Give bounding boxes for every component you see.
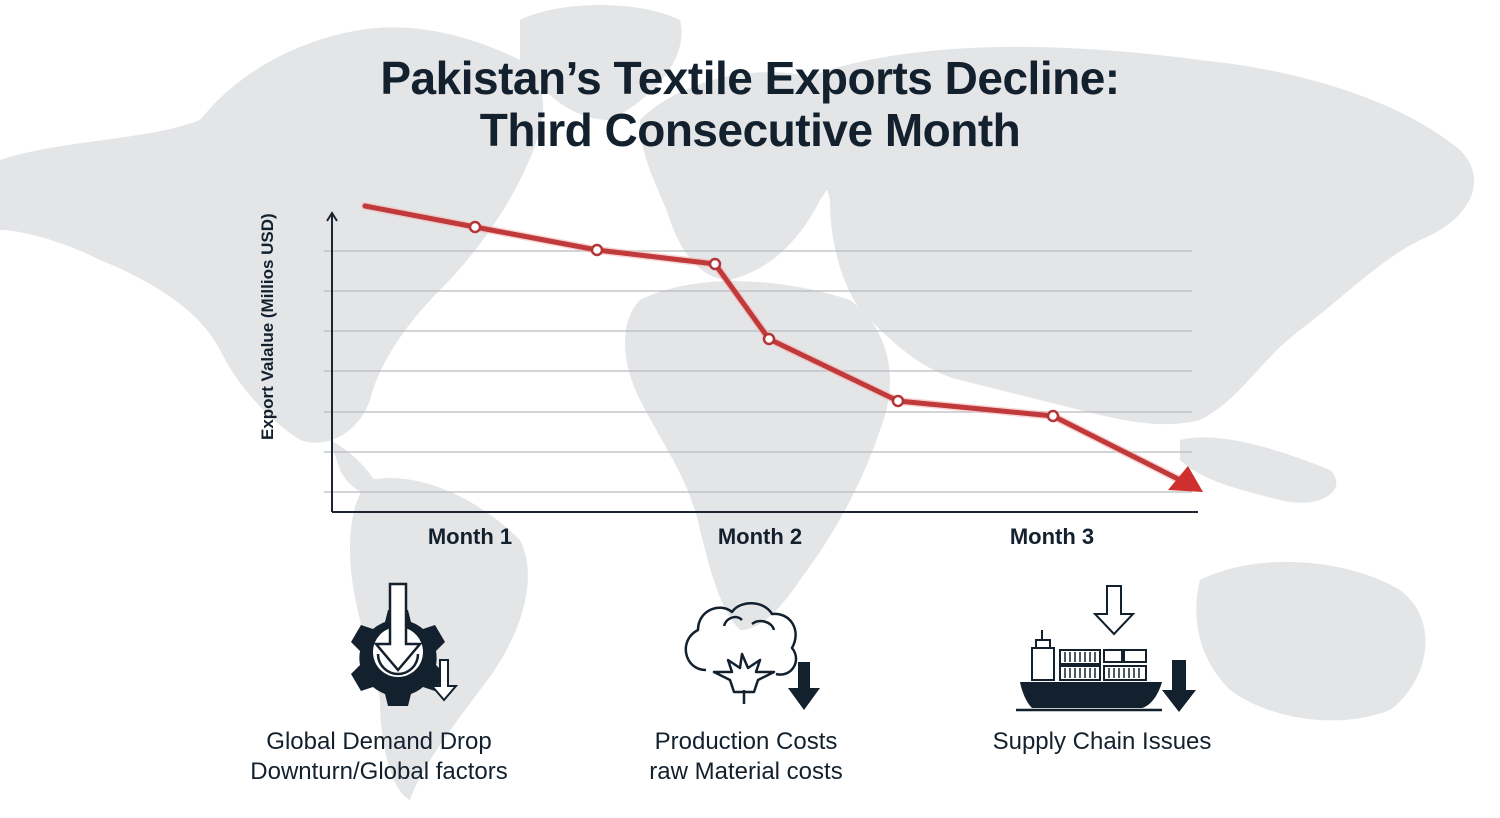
page-title: Pakistan’s Textile Exports Decline: Thir… bbox=[0, 52, 1500, 156]
data-point bbox=[590, 243, 604, 257]
data-point bbox=[708, 257, 722, 271]
factor-title: Supply Chain Issues bbox=[992, 728, 1212, 755]
factor-subtitle: Downturn/Global factors bbox=[250, 758, 508, 785]
trend-arrow-head-icon bbox=[1168, 466, 1203, 492]
cargo-ship-down-arrow-icon bbox=[1016, 585, 1196, 712]
data-point bbox=[1046, 409, 1060, 423]
factor-supply-chain: Supply Chain Issues bbox=[993, 727, 1212, 757]
cotton-down-arrow-icon bbox=[684, 602, 820, 710]
data-point bbox=[891, 394, 905, 408]
y-axis-label: Export Valalue (Millios USD) bbox=[258, 213, 277, 440]
x-tick-month-3: Month 3 bbox=[1009, 524, 1095, 549]
factor-global-demand: Global Demand Drop Downturn/Global facto… bbox=[250, 727, 507, 787]
title-line-2: Third Consecutive Month bbox=[479, 104, 1021, 156]
factor-title: Global Demand Drop bbox=[266, 728, 492, 755]
title-line-1: Pakistan’s Textile Exports Decline: bbox=[380, 52, 1120, 104]
factor-subtitle: raw Material costs bbox=[649, 758, 843, 785]
gear-down-arrow-icon bbox=[351, 582, 459, 706]
axes bbox=[326, 211, 1198, 513]
factor-title: Production Costs bbox=[654, 728, 838, 755]
x-tick-month-1: Month 1 bbox=[427, 524, 513, 549]
data-point bbox=[468, 220, 482, 234]
x-tick-month-2: Month 2 bbox=[717, 524, 803, 549]
gridlines bbox=[324, 250, 1192, 493]
data-point bbox=[762, 332, 776, 346]
data-series bbox=[361, 202, 1203, 492]
y-axis-arrow-icon bbox=[326, 211, 338, 222]
factor-production-costs: Production Costs raw Material costs bbox=[649, 727, 842, 787]
